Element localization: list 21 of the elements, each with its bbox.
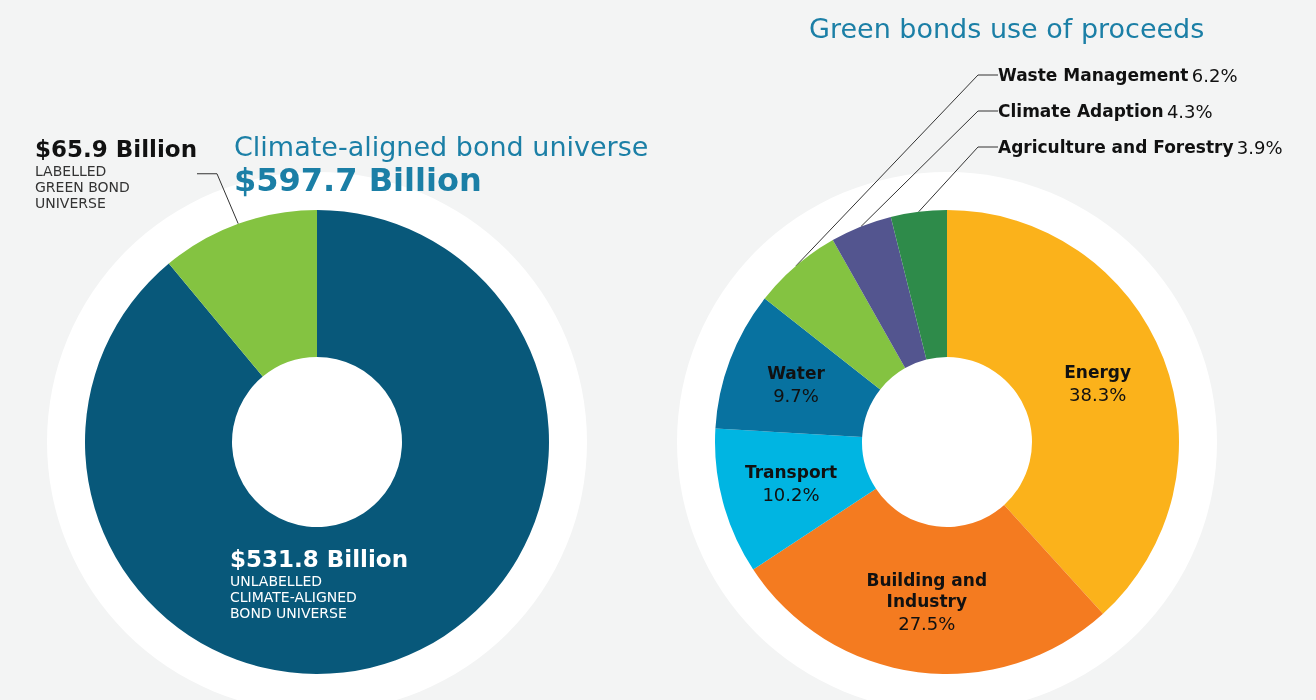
slice-label: Water xyxy=(767,362,826,383)
slice-label: Agriculture and Forestry xyxy=(998,137,1234,157)
slice-label: Energy xyxy=(1064,361,1132,382)
slice-label: Waste Management xyxy=(998,65,1189,85)
data-label: $531.8 Billion xyxy=(230,546,409,572)
slice-label: Climate Adaption xyxy=(998,101,1164,121)
slice-label: Building and Industry xyxy=(866,569,988,611)
chart-title: Climate-aligned bond universe xyxy=(234,131,649,162)
slice-label: UNLABELLED CLIMATE-ALIGNED BOND UNIVERSE xyxy=(230,573,357,621)
slice-label: LABELLED GREEN BOND UNIVERSE xyxy=(35,163,130,211)
chart-title: Green bonds use of proceeds xyxy=(809,13,1205,44)
data-label: 4.3% xyxy=(1166,100,1213,122)
data-label: 27.5% xyxy=(898,612,956,634)
data-label: 9.7% xyxy=(773,384,819,406)
data-label: 38.3% xyxy=(1069,383,1127,405)
data-label: 10.2% xyxy=(762,483,820,505)
data-label: 3.9% xyxy=(1236,136,1283,158)
data-label: 6.2% xyxy=(1191,64,1238,86)
text: $597.7 Billion xyxy=(234,161,482,199)
data-label: $65.9 Billion xyxy=(35,136,197,162)
slice-label: Transport xyxy=(744,461,838,482)
